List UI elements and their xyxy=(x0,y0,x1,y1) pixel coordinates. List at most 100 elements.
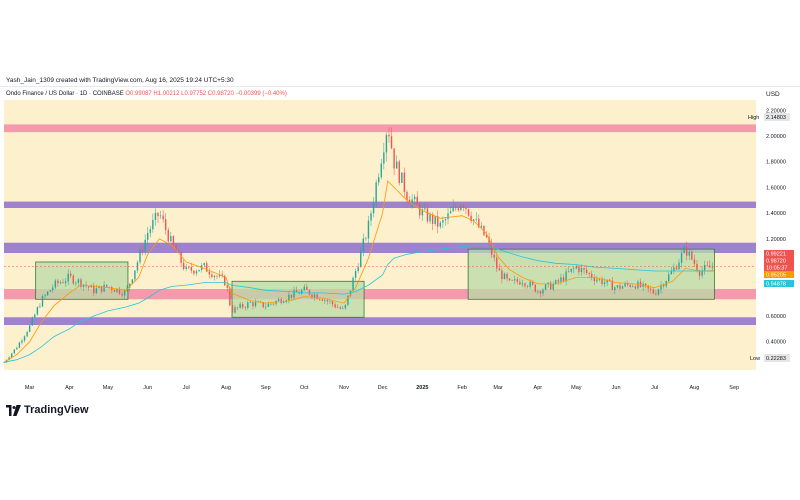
candle-body xyxy=(170,236,172,242)
candle-body xyxy=(457,208,459,211)
chart-canvas[interactable]: USD 0.40000 0.60000 1.20000 1.40000 1.60000 1.… xyxy=(0,86,800,396)
x-tick-label: May xyxy=(571,385,582,391)
high-label: High xyxy=(748,115,759,121)
candle-body xyxy=(442,220,444,223)
candle-body xyxy=(506,273,508,279)
candle-body xyxy=(313,294,316,298)
range-box-0 xyxy=(35,261,129,300)
candle-body xyxy=(298,292,300,294)
candle-body xyxy=(650,288,652,290)
candle-body xyxy=(365,238,367,240)
candle-body xyxy=(249,302,252,303)
candle-body xyxy=(660,284,662,290)
candle-body xyxy=(236,307,239,308)
x-tick-label: Apr xyxy=(534,385,543,391)
candle-body xyxy=(691,251,693,260)
candle-body xyxy=(380,163,382,178)
candle-body xyxy=(652,289,655,294)
candle-body xyxy=(437,216,439,227)
candle-body xyxy=(367,220,370,239)
candle-body xyxy=(406,191,408,200)
candle-body xyxy=(526,286,529,287)
y-tick-label: 0.40000 xyxy=(766,340,786,346)
price-chart[interactable]: USD 0.40000 0.60000 1.20000 1.40000 1.60000 1.… xyxy=(0,86,800,396)
candle-body xyxy=(254,302,257,307)
y-tick-label: 2.20000 xyxy=(766,108,786,114)
candle-body xyxy=(3,362,5,363)
candle-body xyxy=(575,266,578,269)
candle-body xyxy=(229,287,231,306)
candle-body xyxy=(524,283,526,287)
candle-body xyxy=(639,281,642,287)
candle-body xyxy=(54,280,57,288)
candle-body xyxy=(678,262,680,270)
candle-body xyxy=(354,271,357,278)
candle-body xyxy=(596,279,598,282)
candle-body xyxy=(637,281,639,289)
candle-body xyxy=(44,295,46,297)
candle-body xyxy=(686,247,688,256)
candle-body xyxy=(549,282,552,290)
candle-body xyxy=(93,285,95,294)
candle-body xyxy=(670,271,673,275)
author-credit: Yash_Jain_1309 created with TradingView.… xyxy=(6,77,234,84)
candle-body xyxy=(226,285,228,288)
candle-body xyxy=(52,287,54,291)
candle-body xyxy=(521,283,524,285)
candle-body xyxy=(82,284,85,287)
candle-body xyxy=(318,298,321,300)
price-badge-label: 0.95205 xyxy=(766,273,786,279)
candle-body xyxy=(272,303,275,305)
candle-body xyxy=(498,268,501,271)
candle-body xyxy=(557,280,560,282)
price-badge-label: 0.94878 xyxy=(766,282,786,288)
candle-body xyxy=(439,222,442,227)
candle-body xyxy=(290,294,293,298)
candle-body xyxy=(375,182,377,204)
candle-body xyxy=(203,263,205,266)
candle-body xyxy=(265,306,267,308)
tradingview-brand[interactable]: TradingView xyxy=(6,404,89,416)
currency-label: USD xyxy=(766,91,780,98)
candle-body xyxy=(611,280,613,291)
y-tick-label: 0.60000 xyxy=(766,314,786,320)
candle-body xyxy=(478,218,480,228)
candle-body xyxy=(175,245,177,252)
x-tick-label: Jul xyxy=(651,385,658,391)
candle-body xyxy=(295,290,298,293)
x-tick-label: Aug xyxy=(221,385,231,391)
candle-body xyxy=(224,275,226,286)
candle-body xyxy=(59,282,62,284)
candle-body xyxy=(424,208,426,210)
candle-body xyxy=(134,270,136,280)
candle-body xyxy=(706,264,708,266)
candle-body xyxy=(552,284,554,290)
candle-body xyxy=(711,267,714,268)
candle-body xyxy=(23,336,26,341)
candle-body xyxy=(644,283,647,286)
x-tick-label: Jun xyxy=(143,385,152,391)
x-tick-label: Jun xyxy=(612,385,621,391)
candle-body xyxy=(293,290,295,298)
candle-body xyxy=(87,286,90,288)
candle-body xyxy=(516,279,519,282)
candle-body xyxy=(511,280,513,281)
candle-body xyxy=(301,290,303,294)
price-badge xyxy=(764,250,794,257)
candle-body xyxy=(426,208,429,222)
candle-body xyxy=(475,218,477,220)
candle-body xyxy=(583,268,585,270)
candle-body xyxy=(467,209,470,216)
price-badge xyxy=(764,264,794,271)
candle-body xyxy=(472,219,475,222)
candle-body xyxy=(662,284,665,287)
candle-body xyxy=(182,262,185,270)
candle-body xyxy=(449,211,452,214)
candle-body xyxy=(80,279,82,287)
candle-body xyxy=(609,279,611,281)
candle-body xyxy=(591,273,593,278)
candle-body xyxy=(372,203,375,214)
candle-body xyxy=(683,247,685,254)
candle-body xyxy=(578,266,580,273)
candle-body xyxy=(562,277,565,282)
